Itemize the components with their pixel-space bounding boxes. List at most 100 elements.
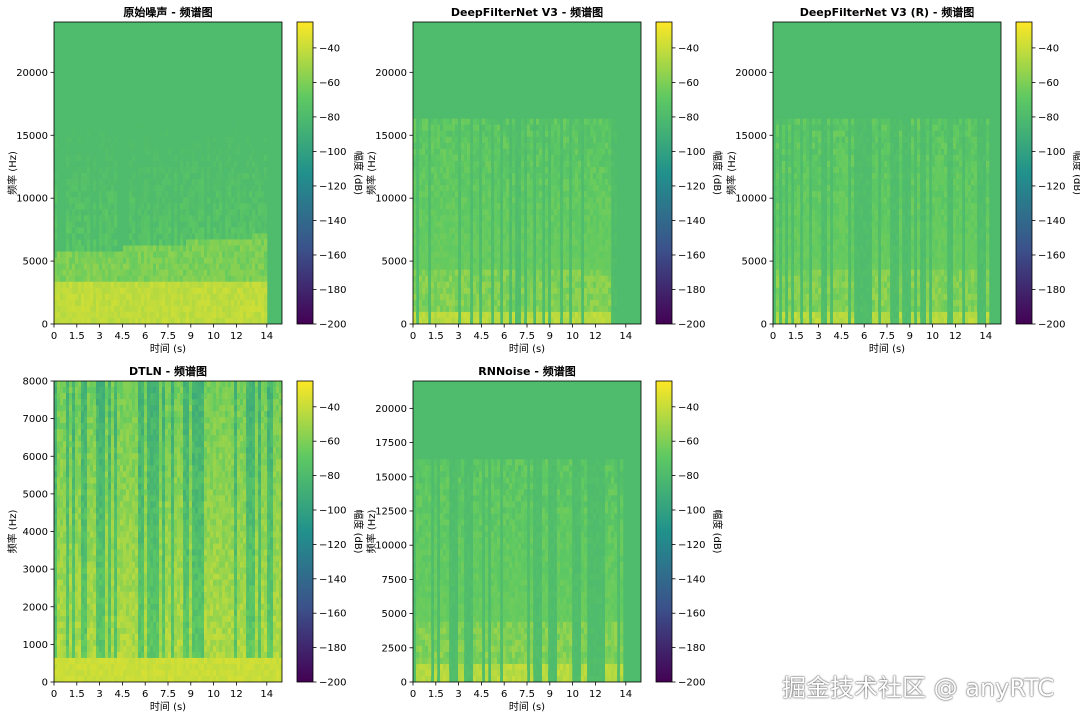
spectrogram-cell [261,269,265,276]
spectrogram-cell [81,269,85,276]
spectrogram-cell [887,317,891,324]
spectrogram-cell [192,251,196,258]
spectrogram-cell [180,233,184,240]
spectrogram-cell [102,269,106,276]
spectrogram-cell [788,185,792,192]
spectrogram-cell [413,317,417,324]
spectrogram-cell [548,209,552,216]
spectrogram-cell [782,305,786,313]
spectrogram-cell [464,293,468,301]
spectrogram-cell [827,136,831,144]
spectrogram-cell [599,287,603,295]
colorbar-label: 幅度 (dB) [711,151,724,195]
spectrogram-cell [455,154,459,162]
spectrogram-cell [851,269,855,276]
spectrogram-cell [917,130,921,138]
spectrogram-cell [455,233,459,240]
spectrogram-cell [443,239,447,246]
spectrogram-cell [788,209,792,216]
spectrogram-cell [887,221,891,228]
spectrogram-cell [228,281,232,289]
spectrogram-cell [129,311,133,319]
spectrogram-cell [434,173,438,180]
spectrogram-cell [590,124,594,132]
spectrogram-cell [479,263,483,270]
spectrogram-cell [494,118,498,125]
spectrogram-cell [530,251,534,258]
spectrogram-cell [195,142,199,150]
spectrogram-cell [584,166,588,174]
spectrogram-cell [494,269,498,276]
spectrogram-cell [824,239,828,246]
spectrogram-cell [497,257,501,264]
spectrogram-cell [105,281,109,289]
spectrogram-cell [584,293,588,301]
spectrogram-cell [548,136,552,144]
spectrogram-cell [425,257,429,264]
spectrogram-cell [572,136,576,144]
spectrogram-cell [596,221,600,228]
spectrogram-cell [806,287,810,295]
spectrogram-cell [264,299,268,307]
spectrogram-cell [563,209,567,216]
spectrogram-cell [908,263,912,270]
spectrogram-cell [548,287,552,295]
spectrogram-cell [455,221,459,228]
spectrogram-cell [596,166,600,174]
spectrogram-cell [63,287,67,295]
spectrogram-cell [539,293,543,301]
spectrogram-cell [66,281,70,289]
spectrogram-cell [446,305,450,313]
spectrogram-cell [75,275,79,283]
spectrogram-cell [863,311,867,319]
spectrogram-cell [554,245,558,252]
spectrogram-cell [839,311,843,319]
spectrogram-cell [473,263,477,270]
spectrogram-cell [920,227,924,234]
spectrogram-cell [243,239,247,246]
spectrogram-cell [168,257,172,264]
spectrogram-cell [563,269,567,276]
spectrogram-cell [839,142,843,150]
spectrogram-cell [476,299,480,307]
spectrogram-cell [875,263,879,270]
spectrogram-cell [845,209,849,216]
spectrogram-cell [830,118,834,125]
spectrogram-cell [842,299,846,307]
spectrogram-cell [890,142,894,150]
spectrogram-cell [830,154,834,162]
spectrogram-cell [548,179,552,186]
spectrogram-cell [249,293,253,301]
spectrogram-cell [503,154,507,162]
spectrogram-cell [794,215,798,222]
spectrogram-cell [159,257,163,264]
spectrogram-cell [54,299,58,307]
spectrogram-cell [926,305,930,313]
spectrogram-cell [204,281,208,289]
spectrogram-cell [252,293,256,301]
spectrogram-cell [860,275,864,283]
spectrogram-cell [189,197,193,204]
spectrogram-cell [530,293,534,301]
spectrogram-cell [153,166,157,174]
spectrogram-cell [494,227,498,234]
spectrogram-cell [258,239,262,246]
spectrogram-cell [608,317,612,324]
spectrogram-cell [425,299,429,307]
spectrogram-cell [563,221,567,228]
spectrogram-cell [159,311,163,319]
spectrogram-cell [572,251,576,258]
spectrogram-cell [926,160,930,168]
spectrogram-cell [422,185,426,192]
spectrogram-cell [156,305,160,313]
spectrogram-cell [872,118,876,125]
spectrogram-cell [926,148,930,156]
spectrogram-cell [608,179,612,186]
spectrogram-cell [153,251,157,258]
spectrogram-cell [213,269,217,276]
spectrogram-cell [515,239,519,246]
spectrogram-cell [821,209,825,216]
spectrogram-cell [596,136,600,144]
spectrogram-cell [572,185,576,192]
spectrogram-cell [827,221,831,228]
